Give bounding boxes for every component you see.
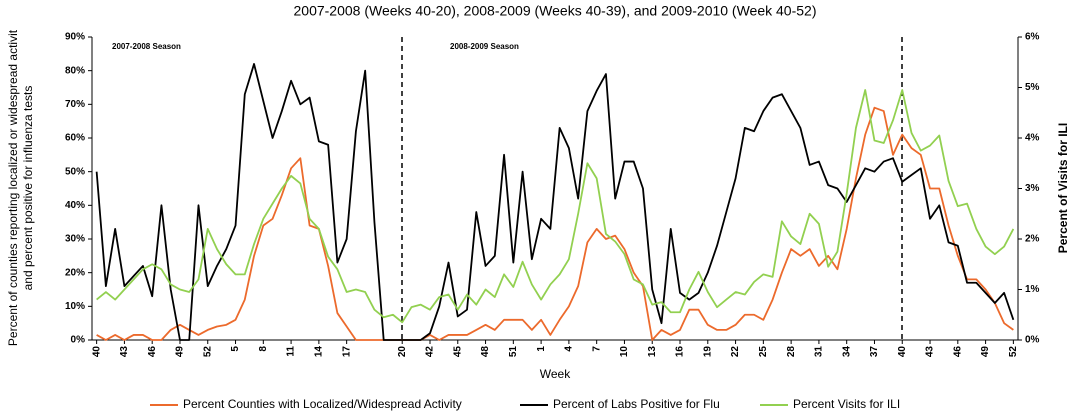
x-tick-label: 52	[202, 346, 213, 358]
x-tick-label: 49	[980, 346, 991, 358]
x-tick-label: 19	[702, 346, 713, 358]
x-tick-label: 37	[869, 346, 880, 358]
y-axis-label: Percent of counties reporting localized …	[6, 29, 20, 346]
x-tick-label: 46	[147, 346, 158, 358]
x-tick-label: 22	[730, 346, 741, 358]
legend-label: Percent Visits for ILI	[793, 397, 900, 411]
y-tick-label: 10%	[65, 301, 85, 312]
y2-tick-label: 2%	[1025, 234, 1040, 245]
x-tick-label: 52	[1008, 346, 1019, 358]
x-tick-label: 43	[925, 346, 936, 358]
x-tick-label: 34	[841, 346, 852, 358]
x-tick-label: 40	[91, 346, 102, 358]
y2-tick-label: 0%	[1025, 335, 1040, 346]
y-tick-label: 60%	[65, 133, 85, 144]
x-tick-label: 46	[952, 346, 963, 358]
x-tick-label: 20	[397, 346, 408, 358]
legend-label: Percent of Labs Positive for Flu	[553, 397, 720, 411]
x-tick-label: 31	[814, 346, 825, 358]
chart-title: 2007-2008 (Weeks 40-20), 2008-2009 (Week…	[294, 3, 817, 19]
x-tick-label: 43	[119, 346, 130, 358]
legend-label: Percent Counties with Localized/Widespre…	[183, 397, 462, 411]
y-tick-label: 70%	[65, 99, 85, 110]
series-line	[96, 89, 1015, 324]
x-tick-label: 17	[341, 346, 352, 358]
y2-tick-label: 1%	[1025, 284, 1040, 295]
x-tick-label: 13	[647, 346, 658, 358]
x-tick-label: 42	[425, 346, 436, 358]
x-tick-label: 11	[286, 346, 297, 357]
x-tick-label: 45	[452, 346, 463, 358]
x-tick-label: 7	[591, 346, 602, 352]
y2-axis-label: Percent of Visits for ILI	[1056, 123, 1070, 253]
y2-tick-label: 5%	[1025, 82, 1040, 93]
annotation: 2008-2009 Season	[450, 42, 519, 51]
series-line	[95, 63, 1015, 341]
y-tick-label: 80%	[65, 65, 85, 76]
x-tick-label: 28	[786, 346, 797, 358]
x-tick-label: 4	[564, 346, 575, 352]
x-tick-label: 48	[480, 346, 491, 358]
series-line	[96, 106, 1014, 341]
x-tick-label: 5	[230, 346, 241, 352]
y2-tick-label: 3%	[1025, 183, 1040, 194]
x-tick-label: 51	[508, 346, 519, 358]
x-tick-label: 40	[897, 346, 908, 358]
y-axis-label: and percent positive for influenza tests	[21, 86, 35, 291]
x-tick-label: 1	[536, 346, 547, 352]
x-tick-label: 14	[314, 346, 325, 358]
annotation: 2007-2008 Season	[112, 42, 181, 51]
x-tick-label: 25	[758, 346, 769, 358]
x-tick-label: 49	[175, 346, 186, 358]
y-tick-label: 0%	[71, 335, 86, 346]
x-axis-label: Week	[540, 367, 571, 381]
x-tick-label: 16	[675, 346, 686, 358]
y-tick-label: 20%	[65, 267, 85, 278]
y-tick-label: 40%	[65, 200, 85, 211]
x-tick-label: 10	[619, 346, 630, 358]
y-tick-label: 90%	[65, 32, 85, 43]
y2-tick-label: 6%	[1025, 32, 1040, 43]
y-tick-label: 30%	[65, 234, 85, 245]
x-tick-label: 8	[258, 346, 269, 352]
y-tick-label: 50%	[65, 166, 85, 177]
y2-tick-label: 4%	[1025, 133, 1040, 144]
